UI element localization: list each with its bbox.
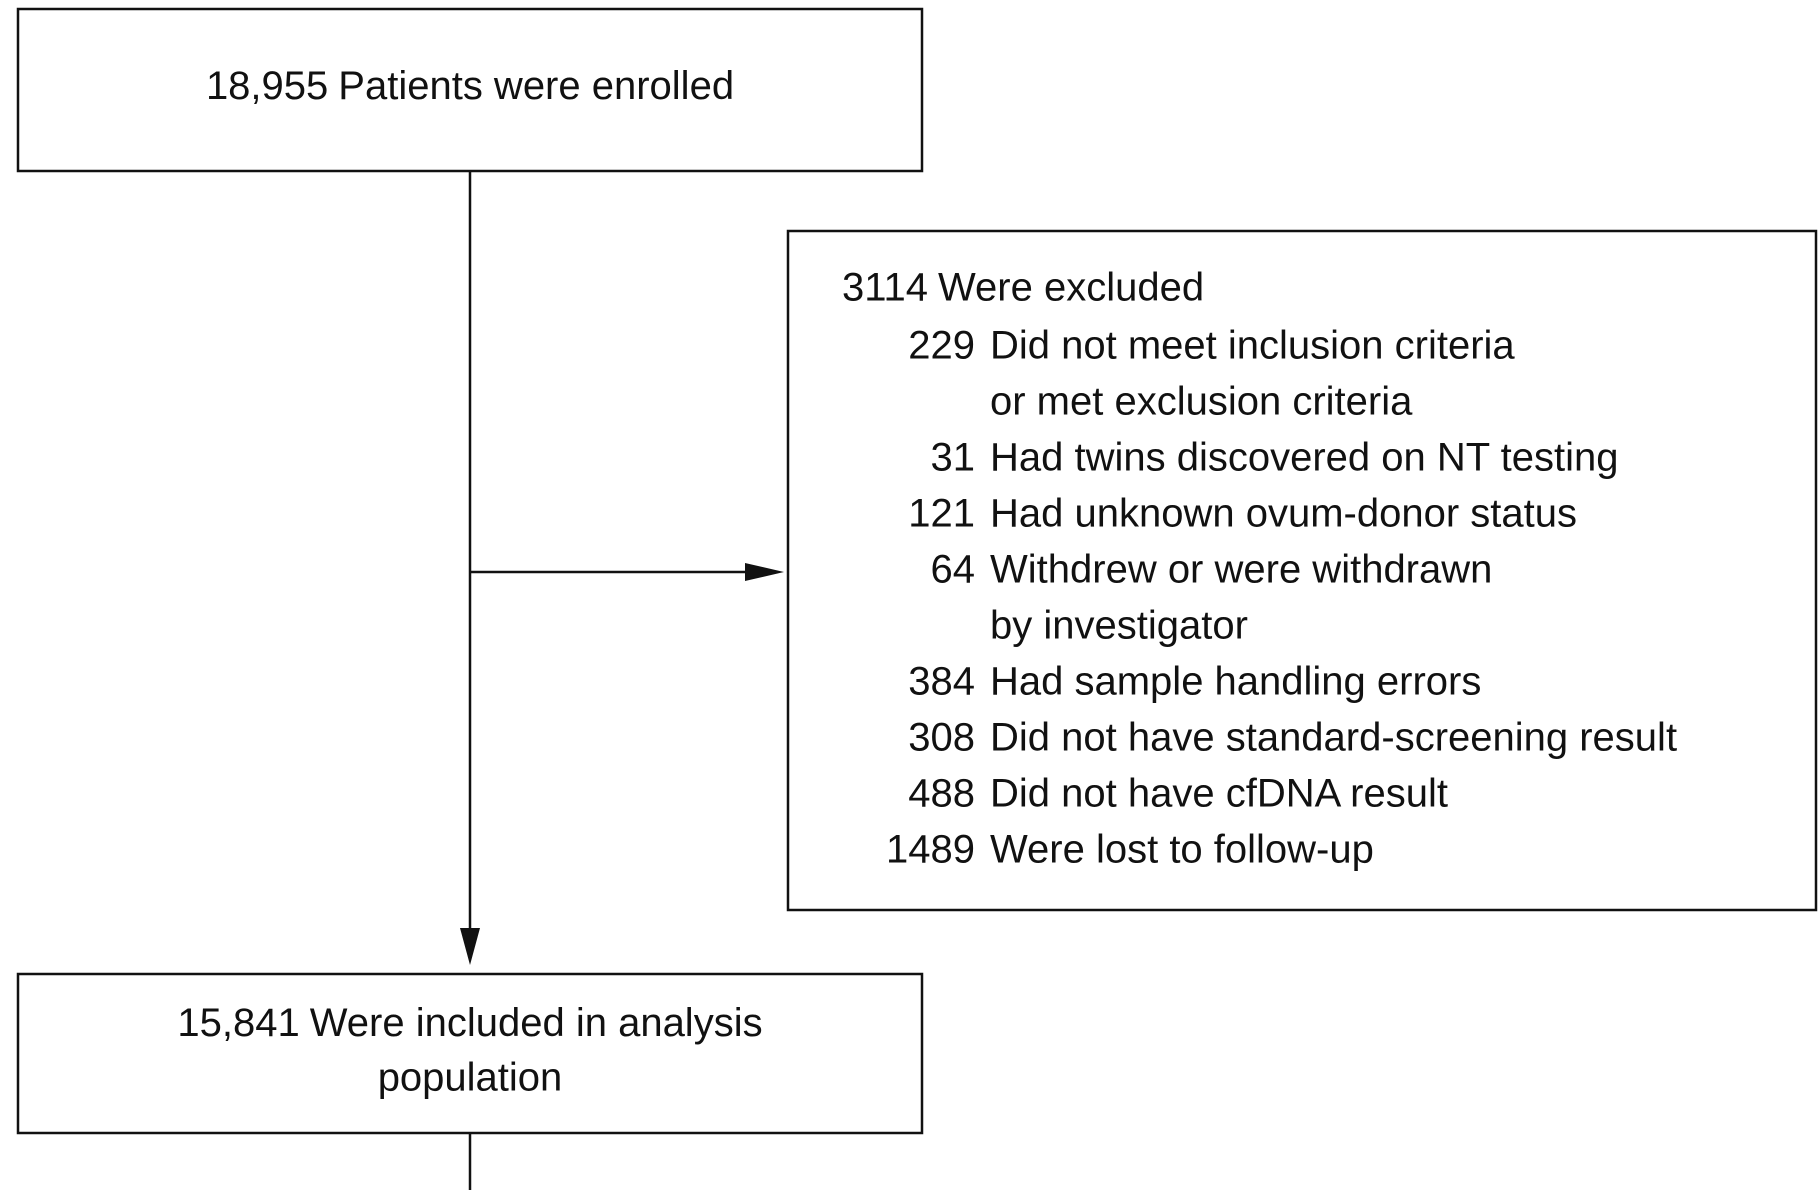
exclusion-count: 121	[908, 492, 975, 536]
exclusion-count: 1489	[886, 828, 975, 872]
label: Were included in analysis	[310, 1001, 763, 1045]
count: 15,841	[177, 1001, 299, 1045]
exclusion-reason: or met exclusion criteria	[990, 380, 1413, 424]
exclusion-reason: Withdrew or were withdrawn	[990, 548, 1492, 592]
enrolled-box	[16, 7, 924, 173]
exclusion-count: 384	[908, 660, 975, 704]
excluded-box	[786, 229, 1818, 912]
exclusion-reason: Did not meet inclusion criteria	[990, 324, 1515, 368]
included-text: 15,841 Were included in analysis	[177, 1001, 762, 1045]
exclusion-count: 31	[931, 436, 976, 480]
exclusion-reason: Had unknown ovum-donor status	[990, 492, 1577, 536]
count: 18,955	[206, 64, 328, 108]
enrolled-text: 18,955 Patients were enrolled	[206, 64, 734, 108]
exclusion-reason: Had sample handling errors	[990, 660, 1481, 704]
exclusion-reason: by investigator	[990, 604, 1248, 648]
exclusion-count: 488	[908, 772, 975, 816]
exclusion-count: 308	[908, 716, 975, 760]
exclusion-reason: Were lost to follow-up	[990, 828, 1374, 872]
excluded-count: 3114	[842, 266, 928, 310]
exclusion-reason: Had twins discovered on NT testing	[990, 436, 1618, 480]
included-text: population	[378, 1056, 563, 1100]
label: Patients were enrolled	[338, 64, 734, 108]
excluded-label: Were excluded	[938, 266, 1204, 310]
exclusion-reason: Did not have cfDNA result	[990, 772, 1448, 816]
exclusion-reason: Did not have standard-screening result	[990, 716, 1677, 760]
included-box	[16, 972, 924, 1135]
exclusion-count: 64	[931, 548, 976, 592]
arrow-head	[745, 563, 784, 581]
exclusion-count: 229	[908, 324, 975, 368]
arrow-head	[460, 928, 480, 965]
